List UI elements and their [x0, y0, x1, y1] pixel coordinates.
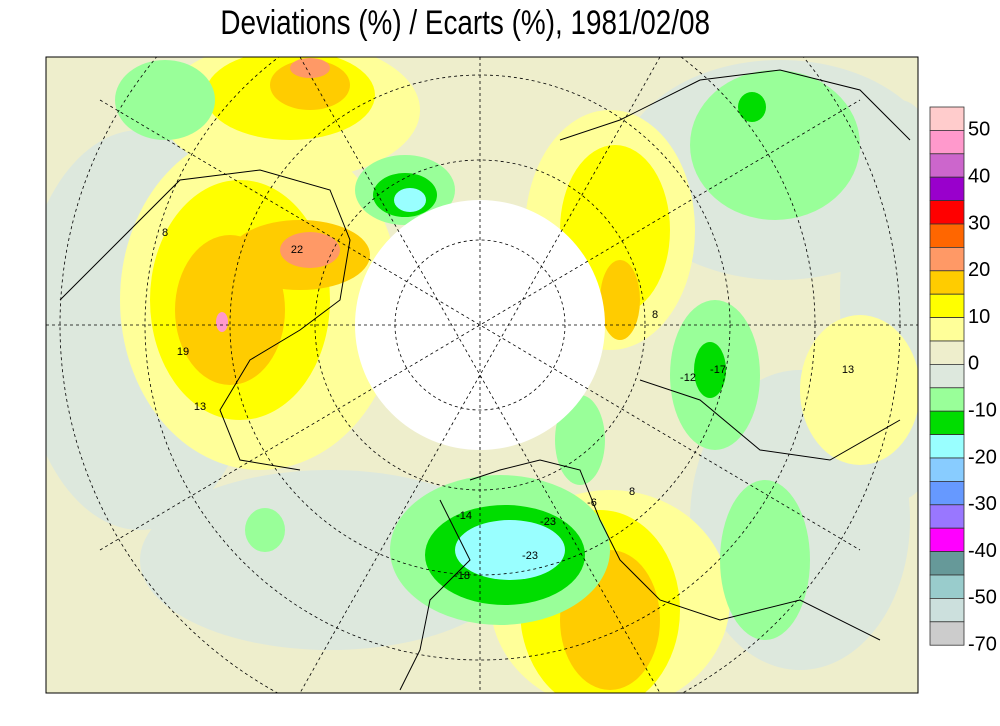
map-title: Deviations (%) / Ecarts (%), 1981/02/08 [220, 4, 711, 42]
legend-swatch [929, 293, 965, 319]
map-frame [45, 56, 919, 694]
legend-label: 50 [968, 119, 990, 141]
legend-swatch [929, 317, 965, 342]
legend-swatch [929, 223, 965, 248]
contour-label: -12 [680, 372, 696, 384]
legend-label: -70 [968, 633, 997, 655]
legend-label: -50 [968, 587, 997, 609]
map-field [46, 57, 918, 693]
contour-label: -23 [522, 550, 538, 562]
legend-swatch [929, 621, 965, 646]
legend-swatch [929, 270, 965, 295]
legend-swatch [929, 200, 965, 225]
contour-label: -18 [454, 570, 470, 582]
legend-swatch [929, 410, 965, 436]
legend-swatch [929, 598, 965, 623]
legend-swatch [929, 527, 965, 553]
legend-swatch [929, 106, 965, 131]
contour-label: 22 [291, 244, 303, 256]
legend-swatch [929, 129, 965, 155]
legend-swatch [929, 480, 965, 506]
legend-label: -10 [968, 399, 997, 421]
legend-swatch [929, 574, 965, 599]
legend-swatch [929, 387, 965, 412]
legend-swatch [929, 246, 965, 272]
legend-label: 10 [968, 306, 990, 328]
legend-swatch [929, 340, 965, 365]
legend-label: 20 [968, 259, 990, 281]
legend-label: -20 [968, 446, 997, 468]
contour-label: 8 [629, 486, 635, 498]
contour-label: -17 [710, 364, 726, 376]
legend-label: -40 [968, 540, 997, 562]
legend-label: 0 [968, 353, 979, 375]
legend-swatch [929, 153, 965, 178]
legend-swatch [929, 176, 965, 201]
contour-label: -23 [540, 516, 556, 528]
contour-label: 8 [652, 309, 658, 321]
legend-swatch [929, 551, 965, 576]
legend-swatch [929, 504, 965, 529]
legend-swatch [929, 434, 965, 459]
contour-label: 13 [842, 364, 854, 376]
contour-label: 13 [194, 401, 206, 413]
contour-label: -14 [456, 510, 472, 522]
legend-label: -30 [968, 493, 997, 515]
legend-label: 30 [968, 212, 990, 234]
contour-label: 8 [162, 227, 168, 239]
legend-swatch [929, 457, 965, 482]
legend-swatch [929, 363, 965, 389]
contour-label: 19 [177, 346, 189, 358]
contour-label: -6 [587, 497, 597, 509]
legend-label: 40 [968, 165, 990, 187]
